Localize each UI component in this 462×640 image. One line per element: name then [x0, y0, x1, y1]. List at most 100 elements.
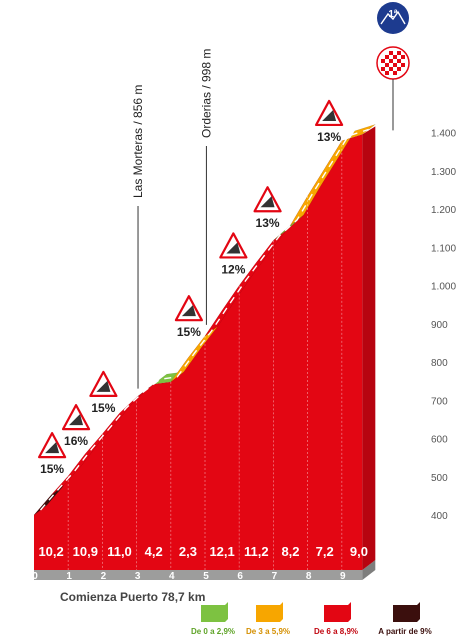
ramp-sign-icon: [219, 232, 248, 259]
y-axis-ticks: 400 500 600 700 800 900 1.000 1.100 1.200 1.300 1.…: [431, 129, 456, 523]
ramp-sign-icon: [61, 404, 91, 431]
y-tick-label: 600: [431, 435, 448, 446]
ramp-sign-icon: [174, 295, 203, 322]
profile-side: [362, 126, 376, 570]
km-gradient-label: 9,0: [350, 544, 368, 559]
summit-label: Orderias / 998 m: [199, 49, 213, 138]
ribbon-centre-line: [39, 128, 370, 511]
flag-square: [401, 55, 405, 59]
ramp-label: 16%: [64, 434, 88, 448]
y-tick-label: 500: [431, 473, 448, 484]
x-tick-label: 3: [135, 571, 141, 582]
km-gradient-label: 11,0: [107, 544, 132, 559]
flag-square: [397, 59, 401, 63]
km-gradient-label: 12,1: [209, 544, 234, 559]
km-gradient-label: 10,9: [73, 544, 98, 559]
y-tick-label: 800: [431, 358, 448, 369]
flag-square: [397, 51, 401, 55]
flag-square: [393, 63, 397, 67]
x-tick-label: 8: [306, 571, 312, 582]
ramp-slope-icon: [260, 196, 275, 208]
y-tick-label: 1.100: [431, 243, 456, 254]
x-tick-label: 1: [66, 571, 72, 582]
ramp-sign-icon: [253, 186, 282, 213]
start-label: Comienza Puerto 78,7 km: [60, 590, 205, 604]
max-ramp-markers: 15%16%15%15%12%13%13%: [37, 99, 344, 476]
ramp-marker: 15%: [37, 432, 67, 476]
category-badge-label: 1ª: [388, 9, 398, 20]
flag-square: [393, 55, 397, 59]
base-strip-side: [362, 560, 376, 580]
ramp-sign-icon: [89, 370, 118, 398]
legend: De 0 a 2,9% De 3 a 5,9% De 6 a 8,9% A parti…: [191, 602, 432, 636]
x-tick-label: 7: [272, 571, 278, 582]
legend-swatch: [256, 602, 283, 622]
flag-square: [385, 71, 389, 75]
flag-square: [393, 71, 397, 75]
flag-square: [385, 55, 389, 59]
legend-swatch: [324, 602, 351, 622]
summit-label: Las Morteras / 856 m: [131, 85, 145, 198]
x-tick-label: 5: [203, 571, 209, 582]
km-gradient-label: 4,2: [145, 544, 163, 559]
ramp-label: 15%: [91, 401, 115, 415]
km-lines: [67, 140, 343, 570]
ramp-slope-icon: [181, 305, 196, 317]
y-tick-label: 700: [431, 396, 448, 407]
km-gradient-label: 8,2: [281, 544, 299, 559]
ramp-marker: 15%: [89, 370, 118, 415]
x-axis-ticks: 0 1 2 3 4 5 6 7 8 9: [32, 571, 346, 582]
finish-markers: 1ª: [376, 2, 410, 131]
y-tick-label: 1.300: [431, 167, 456, 178]
km-gradient-label: 7,2: [316, 544, 334, 559]
flag-square: [397, 67, 401, 71]
km-gradient-label: 2,3: [179, 544, 197, 559]
ramp-marker: 13%: [253, 186, 282, 230]
x-tick-label: 4: [169, 571, 175, 582]
legend-label: De 3 a 5,9%: [246, 627, 290, 636]
x-tick-label: 0: [32, 571, 38, 582]
flag-square: [389, 51, 393, 55]
flag-square: [389, 59, 393, 63]
km-gradient-label: 11,2: [244, 544, 269, 559]
ramp-marker: 12%: [219, 232, 248, 276]
ribbon-segment-6: [290, 124, 376, 226]
y-tick-label: 1.000: [431, 282, 456, 293]
legend-label: De 0 a 2,9%: [191, 627, 235, 636]
profile-body: [34, 134, 363, 570]
x-tick-label: 2: [101, 571, 107, 582]
ramp-label: 15%: [177, 325, 201, 339]
ramp-label: 13%: [317, 130, 341, 144]
flag-square: [389, 67, 393, 71]
ramp-sign-icon: [37, 432, 67, 459]
ramp-slope-icon: [96, 380, 111, 392]
legend-swatch: [201, 602, 228, 622]
mountain-icon: [380, 10, 406, 25]
ramp-slope-icon: [226, 242, 241, 254]
x-tick-label: 9: [340, 571, 346, 582]
ramp-label: 15%: [40, 462, 64, 476]
flag-square: [385, 63, 389, 67]
ramp-marker: 13%: [315, 99, 344, 144]
y-tick-label: 1.400: [431, 129, 456, 140]
ramp-marker: 15%: [174, 295, 203, 339]
summit-labels: Las Morteras / 856 m Orderias / 998 m: [131, 49, 213, 389]
base-strip-front: [34, 570, 363, 580]
km-gradient-label: 10,2: [38, 544, 63, 559]
flag-square: [381, 67, 385, 71]
legend-swatch: [393, 602, 420, 622]
y-tick-label: 1.200: [431, 205, 456, 216]
x-tick-label: 6: [237, 571, 243, 582]
ramp-marker: 16%: [61, 404, 91, 448]
ramp-slope-icon: [322, 109, 337, 121]
flag-square: [401, 63, 405, 67]
legend-label: A partir de 9%: [378, 627, 432, 636]
y-tick-label: 900: [431, 320, 448, 331]
ramp-label: 13%: [256, 216, 280, 230]
ramp-label: 12%: [221, 262, 245, 276]
km-gradient-labels: 10,2 10,9 11,0 4,2 2,3 12,1 11,2 8,2 7,2 9,0: [38, 544, 367, 559]
ramp-slope-icon: [45, 442, 60, 454]
ramp-sign-icon: [315, 99, 344, 127]
y-tick-label: 400: [431, 511, 448, 522]
